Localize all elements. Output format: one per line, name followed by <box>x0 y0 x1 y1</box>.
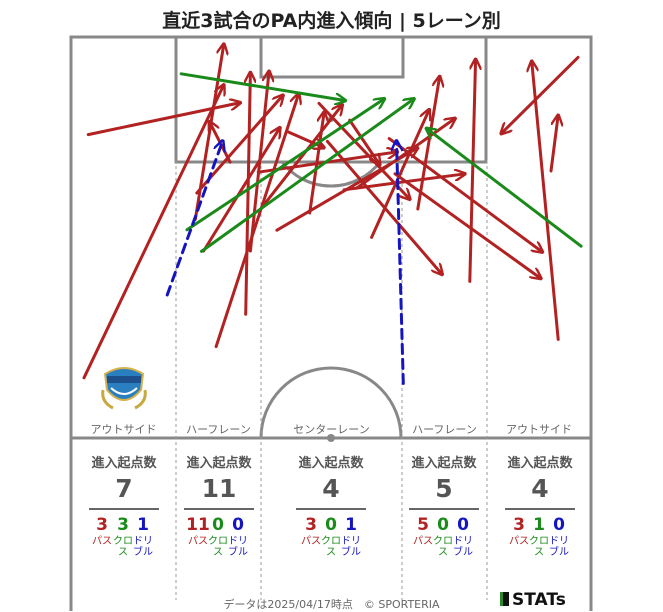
team-emblem-icon <box>101 367 147 410</box>
lane-3-total: 4 <box>322 474 340 503</box>
pass-arrow-23 <box>416 76 440 211</box>
lane-5-cross: 1 クロス <box>529 515 549 558</box>
lane-3-rule <box>296 508 366 510</box>
pass-arrow-26 <box>501 55 580 133</box>
lane-5-stat-label: 進入起点数 <box>507 456 573 471</box>
pass-arrow-5 <box>202 127 280 253</box>
center-spot <box>327 434 335 442</box>
entry-arrows <box>82 44 583 385</box>
lane-5-pass: 3 パス <box>509 515 529 547</box>
lane-4-pass: 5 パス <box>413 515 433 547</box>
pass-arrow-8 <box>246 70 251 316</box>
lane-2-cross: 0 クロス <box>208 515 228 558</box>
lane-5-rule <box>505 508 575 510</box>
lane-1-total: 7 <box>115 474 133 503</box>
lane-2-rule <box>184 508 254 510</box>
pass-arrow-27 <box>549 115 558 173</box>
pass-arrow-20 <box>387 137 542 253</box>
lane-label-5: アウトサイド <box>506 423 572 436</box>
lane-5-dribble: 0 ドリブル <box>549 515 569 558</box>
lane-1-rule <box>89 508 159 510</box>
lane-2-total: 11 <box>201 474 237 503</box>
lane-3-cross: 0 クロス <box>321 515 341 558</box>
penalty-arc <box>280 161 382 188</box>
lane-3-dribble: 1 ドリブル <box>341 515 361 558</box>
dribble-arrow-2 <box>397 139 405 385</box>
lane-4-dribble: 0 ドリブル <box>453 515 473 558</box>
pass-arrow-2 <box>86 103 240 137</box>
lane-label-2: ハーフレーン <box>186 423 251 436</box>
pass-arrow-9 <box>248 71 269 253</box>
lane-1-stat-label: 進入起点数 <box>91 456 157 471</box>
lane-label-3: センターレーン <box>293 423 370 436</box>
lane-5-total: 4 <box>531 474 549 503</box>
lane-4-cross: 0 クロス <box>433 515 453 558</box>
lane-1-pass: 3 パス <box>92 515 112 547</box>
lane-2-dribble: 0 ドリブル <box>228 515 248 558</box>
goal-area <box>259 35 405 79</box>
cross-arrow-3 <box>200 99 415 253</box>
lane-2-pass: 11 パス <box>186 515 210 547</box>
cross-arrow-2 <box>185 99 385 232</box>
pass-arrow-21 <box>393 172 541 279</box>
pass-arrow-3 <box>193 44 224 221</box>
pass-arrow-7 <box>209 121 232 164</box>
chart-title: 直近3試合のPA内進入傾向 | 5レーン別 <box>162 10 501 32</box>
pass-arrow-25 <box>532 61 560 341</box>
pass-arrow-6 <box>214 93 299 349</box>
pass-arrow-19 <box>355 118 456 190</box>
pass-arrow-14 <box>308 112 325 215</box>
lane-4-rule <box>409 508 479 510</box>
cross-arrow-4 <box>426 128 583 248</box>
center-circle <box>259 366 403 439</box>
cross-arrow-1 <box>179 72 345 101</box>
pass-arrow-1 <box>82 85 224 380</box>
lane-1-dribble: 1 ドリブル <box>133 515 153 558</box>
stats-logo: STATs <box>500 590 566 610</box>
lane-4-stat-label: 進入起点数 <box>411 456 477 471</box>
pass-arrow-22 <box>370 109 430 239</box>
lane-3-stat-label: 進入起点数 <box>298 456 364 471</box>
pass-arrow-24 <box>468 57 476 283</box>
lane-label-4: ハーフレーン <box>412 423 477 436</box>
lane-1-cross: 3 クロス <box>113 515 133 558</box>
dribble-arrow-1 <box>165 141 223 297</box>
pitch-lines <box>69 35 593 611</box>
lane-2-stat-label: 進入起点数 <box>186 456 252 471</box>
pass-arrow-17 <box>348 118 380 165</box>
lane-label-1: アウトサイド <box>90 423 157 436</box>
pass-arrow-10 <box>259 105 342 210</box>
stats-logo-icon <box>500 592 509 606</box>
lane-3-pass: 3 パス <box>301 515 321 547</box>
lane-4-total: 5 <box>435 474 453 503</box>
footer-note: データは2025/04/17時点 © SPORTERIA <box>223 598 440 611</box>
